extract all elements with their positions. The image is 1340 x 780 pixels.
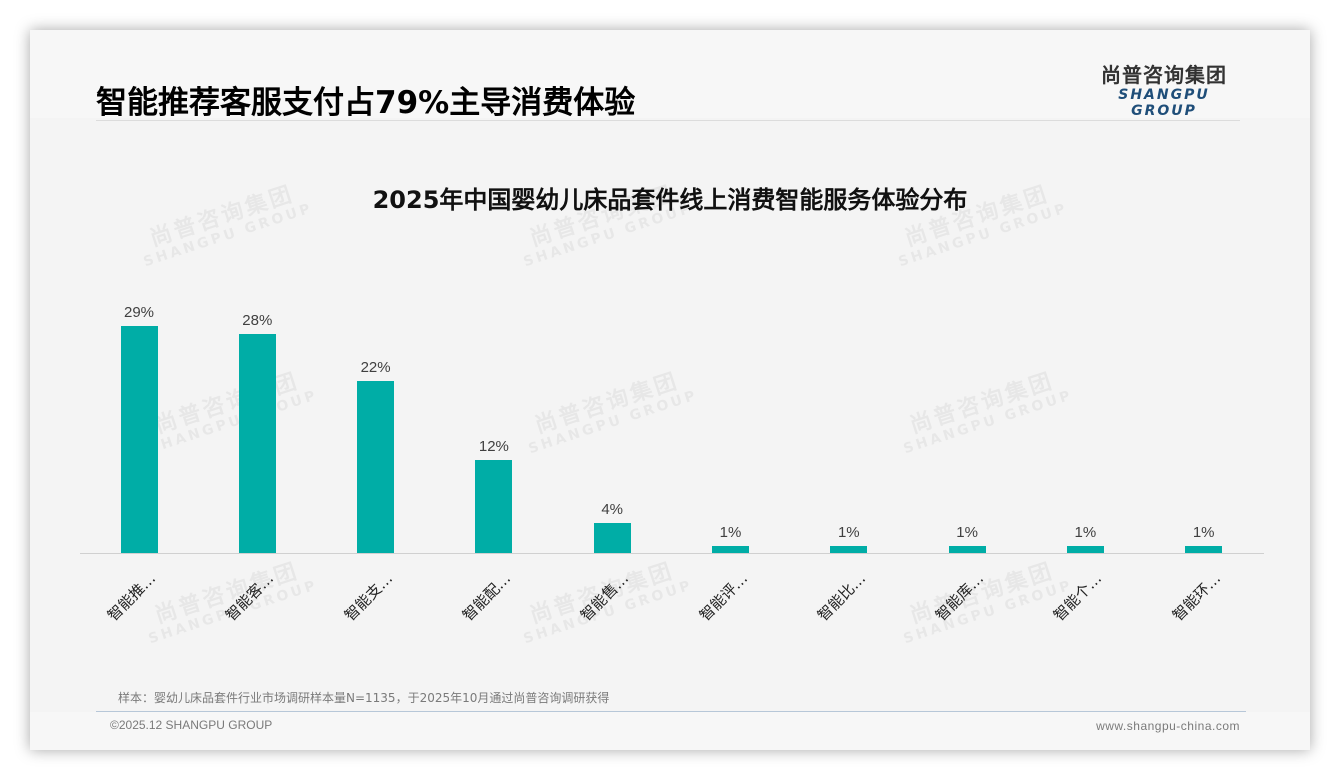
bar-value-label: 1% bbox=[1074, 524, 1097, 542]
copyright-text: ©2025.12 SHANGPU GROUP bbox=[110, 718, 273, 732]
sample-note: 样本：婴幼儿床品套件行业市场调研样本量N=1135，于2025年10月通过尚普咨… bbox=[118, 691, 610, 705]
bar-group: 28% bbox=[238, 280, 276, 554]
bar[interactable] bbox=[475, 459, 513, 554]
bar-value-label: 4% bbox=[601, 500, 624, 518]
page-title: 智能推荐客服支付占79%主导消费体验 bbox=[96, 85, 636, 121]
bar[interactable] bbox=[238, 333, 276, 554]
x-axis-line bbox=[80, 553, 1264, 554]
x-axis-category-label: 智能推… bbox=[103, 569, 160, 625]
bar-value-label: 1% bbox=[719, 524, 742, 542]
bar-value-label: 22% bbox=[360, 359, 391, 377]
x-axis-category-label: 智能支… bbox=[340, 569, 396, 625]
x-axis-category-label: 智能环… bbox=[1168, 569, 1224, 625]
bar[interactable] bbox=[593, 522, 631, 554]
bar-group: 22% bbox=[357, 280, 395, 554]
bar-value-label: 1% bbox=[1192, 524, 1215, 542]
x-axis-category-label: 智能售… bbox=[577, 569, 633, 625]
bar-group: 1% bbox=[830, 280, 868, 554]
company-logo: 尚普咨询集团 SHANGPU GROUP bbox=[1088, 63, 1240, 119]
chart-title: 2025年中国婴幼儿床品套件线上消费智能服务体验分布 bbox=[372, 186, 968, 214]
bar-value-label: 29% bbox=[123, 304, 155, 321]
bar[interactable] bbox=[1185, 546, 1223, 554]
bar-chart-plot: 29% 28% 22% 12% 4% 1% 1% 1% 1% 1% bbox=[80, 280, 1264, 554]
x-axis-category-label: 智能评… bbox=[695, 569, 751, 625]
logo-english-text: SHANGPU GROUP bbox=[1118, 87, 1210, 119]
x-axis-category-label: 智能配… bbox=[458, 569, 515, 625]
footer-divider bbox=[96, 711, 1246, 712]
bar-group: 12% bbox=[475, 280, 513, 554]
bar[interactable] bbox=[357, 381, 395, 554]
x-axis-category-label: 智能库… bbox=[932, 569, 988, 625]
bar-group: 4% bbox=[593, 280, 631, 554]
bar-value-label: 28% bbox=[242, 311, 273, 329]
bar[interactable] bbox=[712, 546, 749, 554]
watermark: 尚普咨询集团 SHANGPU GROUP bbox=[901, 558, 1075, 648]
x-axis-category-label: 智能客… bbox=[222, 569, 278, 625]
bar[interactable] bbox=[1066, 546, 1104, 554]
bar-value-label: 1% bbox=[837, 524, 860, 542]
bar-value-label: 1% bbox=[956, 524, 978, 542]
bar-group: 1% bbox=[1066, 280, 1104, 554]
footer-band bbox=[30, 712, 1310, 750]
x-axis-category-label: 智能个… bbox=[1050, 569, 1106, 625]
bar-value-label: 12% bbox=[478, 437, 509, 455]
slide-card: 智能推荐客服支付占79%主导消费体验 尚普咨询集团 SHANGPU GROUP … bbox=[30, 30, 1310, 750]
bar-group: 1% bbox=[1185, 280, 1223, 554]
bar-group: 1% bbox=[712, 280, 749, 554]
bar-group: 29% bbox=[120, 280, 158, 554]
bar[interactable] bbox=[830, 546, 868, 554]
header-band bbox=[30, 30, 1310, 118]
x-axis-category-label: 智能比… bbox=[813, 569, 869, 625]
watermark: 尚普咨询集团 SHANGPU GROUP bbox=[146, 558, 320, 648]
title-divider bbox=[96, 120, 1240, 121]
bar[interactable] bbox=[120, 326, 158, 554]
bar[interactable] bbox=[948, 546, 986, 554]
logo-chinese-text: 尚普咨询集团 bbox=[1101, 63, 1227, 87]
website-link[interactable]: www.shangpu-china.com bbox=[1096, 719, 1240, 733]
bar-group: 1% bbox=[948, 280, 986, 554]
